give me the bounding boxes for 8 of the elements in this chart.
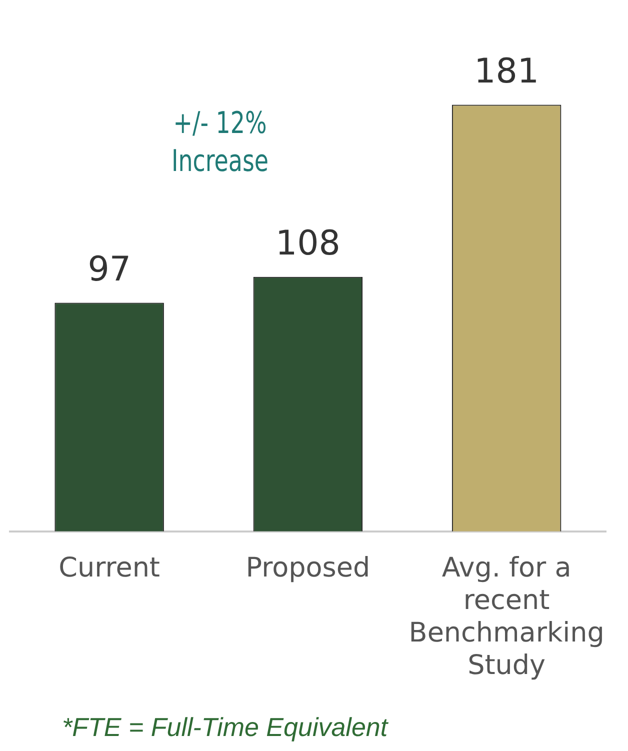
x-tick-label: Current [58,552,160,584]
text: *FTE = Full-Time Equivalent [62,712,388,743]
data-label: 181 [474,52,540,92]
annotation: +/- 12% Increase [170,105,270,181]
x-tick-label: Proposed [246,552,370,584]
x-tick-label: Avg. for a recent Benchmarking Study [408,552,604,681]
data-label: 108 [275,224,340,264]
data-label: 97 [88,250,131,290]
